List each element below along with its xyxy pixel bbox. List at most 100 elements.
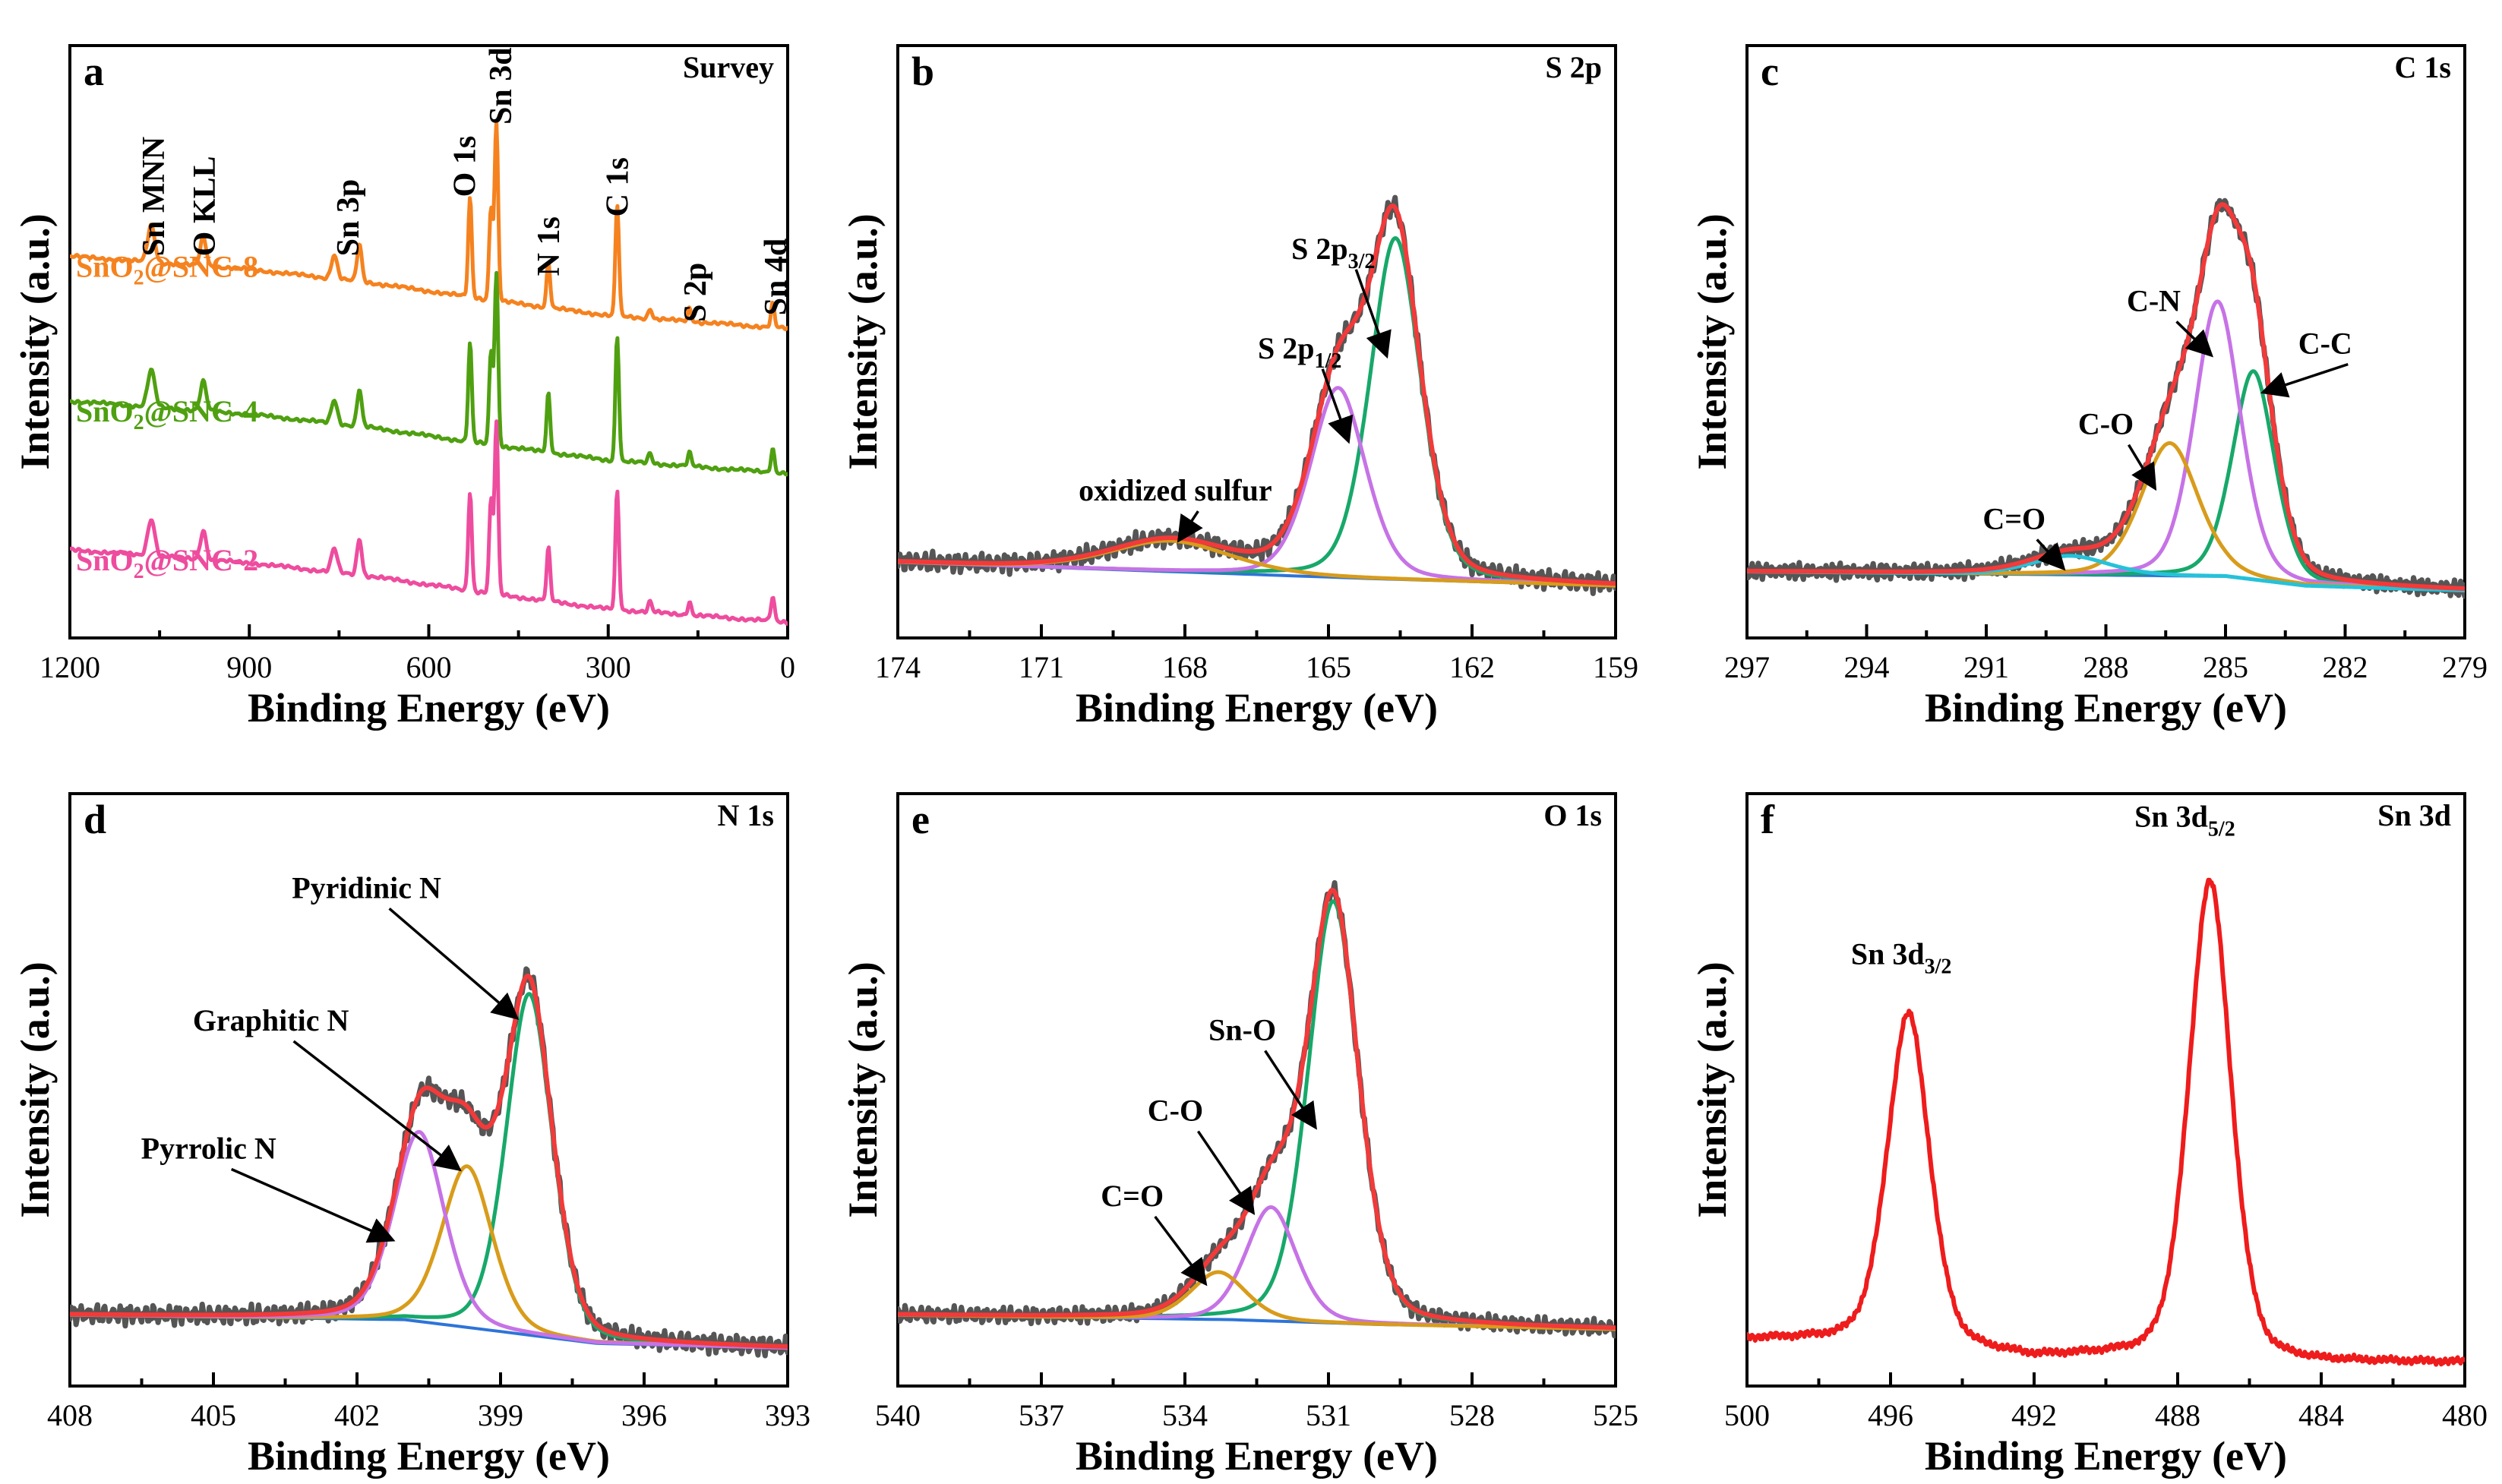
x-tick-label: 279 (2442, 650, 2488, 684)
x-tick-label: 285 (2203, 650, 2248, 684)
annotation-arrow (388, 907, 520, 1020)
legend-text: @SNC-4 (144, 394, 259, 428)
x-tick-label: 537 (1019, 1398, 1064, 1432)
annotation-text: Sn 3d (2134, 800, 2208, 834)
legend-sno2-snc-8: SnO2@SNC-8 (76, 250, 258, 290)
annotation-arrow (2260, 362, 2349, 398)
annotation-subscript: 1/2 (1315, 349, 1342, 373)
envelope-line (898, 888, 1616, 1331)
x-tick-label: 0 (780, 650, 795, 684)
envelope-line (898, 204, 1616, 586)
annotation-text: C=O (1101, 1179, 1164, 1213)
annotation-arrow (2175, 320, 2214, 358)
x-tick-label: 900 (226, 650, 272, 684)
panel-f: 500 496 492 488 484 480 Binding Energy (eV) Int… (1689, 792, 2488, 1479)
peak-label-s-2p: S 2p (678, 263, 713, 322)
x-axis-label: Binding Energy (eV) (248, 1433, 610, 1479)
peak-label-o-kll: O KLL (188, 156, 223, 256)
experimental-line (898, 879, 1616, 1339)
panel-title: Survey (683, 50, 774, 84)
legend-text: SnO (76, 543, 134, 577)
component-graphitic-n (70, 1164, 788, 1350)
annotation-s-2p-3-2: S 2p3/2 (1291, 232, 1375, 273)
x-tick-label: 488 (2155, 1398, 2200, 1432)
x-axis-label: Binding Energy (eV) (248, 685, 610, 731)
peak-label-n-1s: N 1s (532, 216, 567, 276)
annotation-text: C-N (2127, 283, 2181, 317)
x-tick-label: 528 (1449, 1398, 1495, 1432)
x-tick-label: 399 (478, 1398, 523, 1432)
x-tick-label: 159 (1593, 650, 1638, 684)
panel-title: C 1s (2395, 50, 2451, 84)
peak-label-sn-4d: Sn 4d (759, 238, 794, 316)
x-tick-label: 492 (2011, 1398, 2057, 1432)
plot-area (70, 119, 788, 626)
annotation-text: Sn 3d (1851, 937, 1925, 971)
plot-frame (896, 792, 1617, 1388)
x-axis-label: Binding Energy (eV) (1925, 1433, 2287, 1479)
y-axis-label: Intensity (a.u.) (840, 213, 886, 470)
panel-title: Sn 3d (2377, 798, 2451, 832)
annotation-sn-3d-5-2: Sn 3d5/2 (2134, 800, 2235, 841)
annotation-sn-o: Sn-O (1208, 1012, 1276, 1047)
annotation-arrow (1354, 269, 1392, 359)
annotation-arrow (2036, 538, 2066, 571)
annotation-text: C-C (2298, 327, 2352, 361)
panel-letter: a (84, 49, 104, 94)
envelope-line (70, 974, 788, 1350)
x-axis-label: Binding Energy (eV) (1925, 685, 2287, 731)
annotation-arrow (1321, 368, 1354, 444)
x-tick-label: 174 (875, 650, 921, 684)
series-line-sno2-snc-2 (70, 419, 788, 626)
x-tick-label: 294 (1844, 650, 1890, 684)
x-tick-label: 496 (1868, 1398, 1913, 1432)
annotation-text: C-O (2078, 407, 2134, 441)
annotation-arrow (1154, 1215, 1208, 1287)
annotation-arrow (1196, 1130, 1256, 1215)
annotation-arrow (2128, 444, 2157, 491)
plot-area (898, 879, 1616, 1339)
x-tick-label: 168 (1162, 650, 1208, 684)
annotation-subscript: 3/2 (1348, 250, 1376, 273)
annotation-c-o: C-O (1148, 1094, 1203, 1128)
panel-e: 540 537 534 531 528 525 Binding Energy (eV) Int… (840, 792, 1638, 1479)
annotation-subscript: 3/2 (1925, 955, 1952, 979)
y-axis-label: Intensity (a.u.) (1689, 961, 1735, 1218)
panel-title: O 1s (1543, 798, 1602, 832)
x-tick-label: 1200 (39, 650, 100, 684)
x-axis-label: Binding Energy (eV) (1076, 685, 1438, 731)
panel-letter: e (911, 797, 930, 842)
y-axis-label: Intensity (a.u.) (12, 961, 58, 1218)
panel-b: 174 171 168 165 162 159 Binding Energy (eV) Int… (840, 44, 1638, 731)
x-tick-label: 165 (1306, 650, 1351, 684)
envelope-line (1747, 202, 2465, 592)
x-tick-label: 500 (1724, 1398, 1770, 1432)
annotation-c-o: C=O (1101, 1179, 1164, 1213)
legend-text: @SNC-2 (144, 543, 259, 577)
annotation-text: Sn-O (1208, 1012, 1276, 1047)
legend-sno2-snc-2: SnO2@SNC-2 (76, 543, 258, 583)
x-tick-label: 396 (621, 1398, 667, 1432)
legend-text: SnO (76, 394, 134, 428)
annotation-c-o: C-O (2078, 407, 2134, 441)
peak-label-sn-3d: Sn 3d (484, 47, 519, 125)
x-tick-label: 300 (586, 650, 631, 684)
x-tick-label: 484 (2298, 1398, 2344, 1432)
x-tick-label: 402 (334, 1398, 380, 1432)
annotation-text: S 2p (1258, 331, 1315, 365)
x-axis-label: Binding Energy (eV) (1076, 1433, 1438, 1479)
x-tick-label: 162 (1449, 650, 1495, 684)
legend-text: SnO (76, 250, 134, 284)
x-tick-label: 600 (406, 650, 452, 684)
plot-area (1747, 197, 2465, 599)
plot-area (1747, 877, 2465, 1367)
plot-frame (1745, 792, 2466, 1388)
x-tick-label: 291 (1963, 650, 2009, 684)
annotation-graphitic-n: Graphitic N (193, 1003, 349, 1037)
annotation-subscript: 5/2 (2208, 818, 2235, 841)
annotation-text: C-O (1148, 1094, 1203, 1128)
panel-a: 1200 900 600 300 0 Binding Energy (eV) Intensi… (12, 44, 795, 731)
legend-subscript: 2 (134, 267, 144, 290)
panel-letter: b (911, 49, 934, 94)
